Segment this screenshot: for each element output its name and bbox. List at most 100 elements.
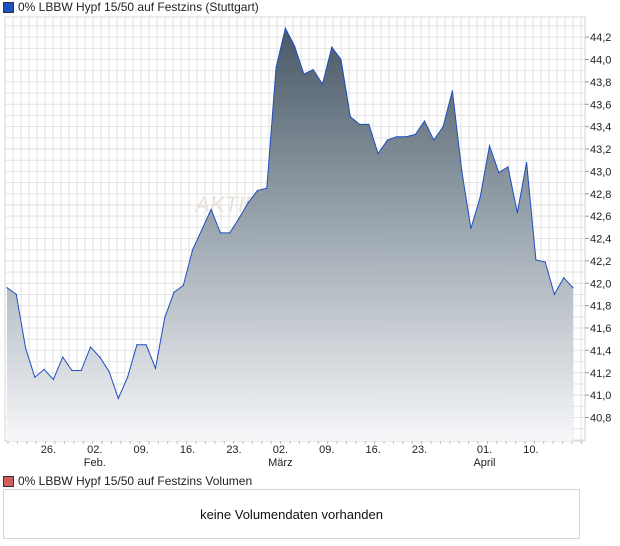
y-tick-label: 43,2 (590, 144, 611, 156)
data-point (303, 73, 305, 75)
y-tick-label: 41,2 (590, 368, 611, 380)
data-point (247, 202, 249, 204)
data-point (136, 344, 138, 346)
volume-empty-message: keine Volumendaten vorhanden (200, 506, 383, 522)
data-point (461, 169, 463, 171)
data-point (442, 126, 444, 128)
data-point (34, 376, 36, 378)
data-point (526, 161, 528, 164)
data-point (368, 123, 370, 125)
data-point (108, 371, 110, 373)
data-point (544, 261, 546, 263)
x-month-label: April (473, 457, 495, 469)
y-tick-label: 41,4 (590, 345, 611, 357)
x-tick-label: 16. (180, 444, 195, 456)
y-tick-label: 43,6 (590, 99, 611, 111)
y-tick-label: 44,0 (590, 55, 611, 67)
y-tick-label: 42,6 (590, 211, 611, 223)
data-point (182, 284, 184, 287)
volume-legend: 0% LBBW Hypf 15/50 auf Festzins Volumen (3, 474, 252, 488)
y-tick-label: 41,8 (590, 301, 611, 313)
data-point (62, 356, 64, 358)
x-tick-label: 02. (273, 444, 288, 456)
data-point (210, 208, 212, 211)
x-tick-label: 09. (134, 444, 149, 456)
data-point (275, 66, 277, 68)
data-point (43, 368, 45, 371)
data-point (71, 369, 73, 372)
data-point (358, 123, 361, 125)
data-point (219, 232, 222, 234)
data-point (154, 367, 157, 369)
data-point (164, 317, 166, 319)
x-tick-label: 10. (523, 444, 538, 456)
x-month-label: März (268, 457, 292, 469)
x-tick-label: 09. (319, 444, 334, 456)
x-tick-label: 23. (226, 444, 241, 456)
data-point (349, 115, 351, 118)
data-point (127, 376, 129, 378)
data-point (535, 259, 537, 261)
x-month-label: Feb. (84, 457, 106, 469)
data-point (312, 68, 314, 71)
x-tick-label: 02. (87, 444, 102, 456)
data-point (340, 58, 342, 61)
x-tick-label: 23. (412, 444, 427, 456)
price-legend-label: 0% LBBW Hypf 15/50 auf Festzins (Stuttga… (18, 0, 259, 14)
x-tick-label: 26. (41, 444, 56, 456)
price-area (7, 28, 573, 441)
data-point (89, 346, 92, 348)
y-tick-label: 42,4 (590, 234, 611, 246)
y-tick-label: 42,0 (590, 278, 611, 290)
data-point (488, 145, 491, 147)
data-point (563, 277, 565, 279)
data-point (256, 189, 259, 192)
data-point (80, 369, 82, 372)
x-tick-label: 01. (477, 444, 492, 456)
data-point (433, 139, 435, 141)
data-point (572, 287, 574, 289)
data-point (145, 344, 147, 346)
volume-panel: keine Volumendaten vorhanden (3, 489, 580, 539)
data-point (451, 90, 453, 92)
volume-legend-label: 0% LBBW Hypf 15/50 auf Festzins Volumen (18, 474, 253, 488)
data-point (321, 83, 324, 85)
data-point (15, 293, 17, 296)
data-point (470, 227, 472, 230)
data-point (516, 212, 518, 214)
y-tick-label: 41,0 (590, 390, 611, 402)
y-tick-label: 43,8 (590, 77, 611, 89)
data-point (52, 378, 54, 381)
price-line (6, 26, 574, 400)
price-legend-swatch (3, 1, 14, 13)
y-tick-label: 43,0 (590, 166, 611, 178)
volume-legend-swatch (3, 475, 14, 487)
data-point (498, 171, 500, 174)
data-point (99, 356, 101, 358)
data-point (117, 397, 119, 400)
data-point (479, 196, 481, 198)
data-point (507, 166, 509, 168)
y-tick-label: 42,2 (590, 256, 611, 268)
data-point (423, 120, 426, 122)
data-point (201, 228, 203, 231)
data-point (553, 293, 556, 296)
data-point (173, 291, 175, 293)
data-point (284, 27, 286, 29)
data-point (191, 249, 194, 251)
data-point (24, 347, 27, 349)
data-point (6, 287, 8, 289)
y-tick-label: 41,6 (590, 323, 611, 335)
x-tick-label: 16. (365, 444, 380, 456)
data-point (377, 152, 379, 155)
data-point (414, 133, 416, 136)
price-chart: AKTIEN40,841,041,241,441,641,842,042,242… (4, 16, 611, 469)
y-tick-label: 43,4 (590, 122, 611, 134)
data-point (229, 232, 231, 234)
data-point (294, 45, 296, 47)
y-tick-label: 44,2 (590, 32, 611, 44)
data-point (405, 136, 407, 138)
y-tick-label: 40,8 (590, 413, 611, 425)
data-point (238, 217, 240, 219)
data-point (396, 136, 398, 138)
